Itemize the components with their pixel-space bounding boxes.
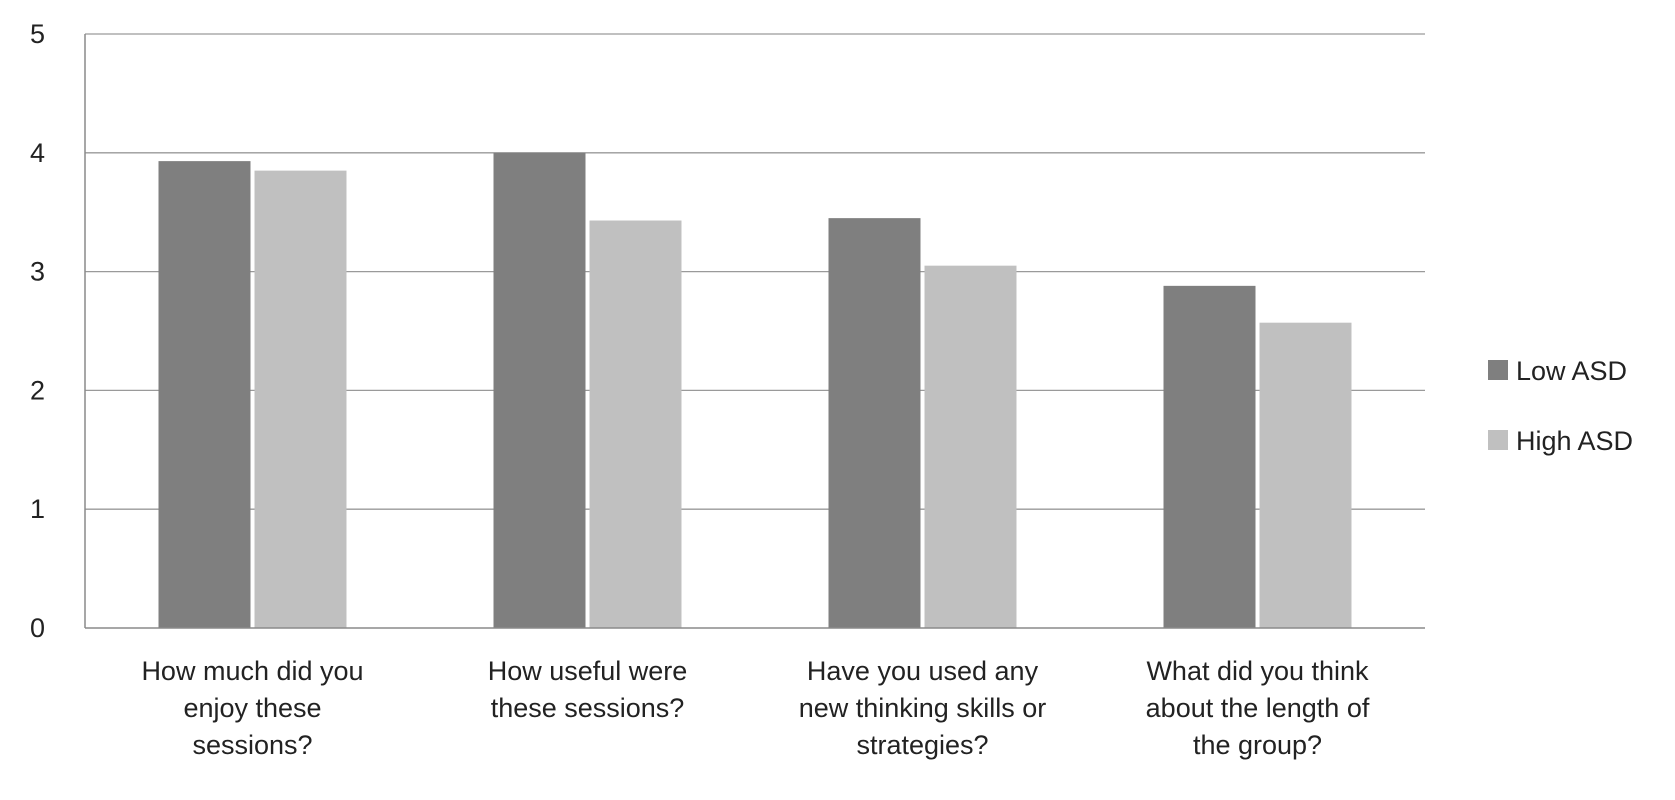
bar-low-asd-1 <box>158 161 251 628</box>
bar-high-asd-2 <box>589 220 682 629</box>
category-labels: How much did you enjoy these sessions?How … <box>141 656 1369 760</box>
category-label-4: What did you think about the length of the… <box>1146 656 1370 760</box>
category-label-line: Have you used any <box>807 656 1039 686</box>
y-tick-label-4: 4 <box>30 138 45 168</box>
bar-low-asd-3 <box>828 218 921 628</box>
bar-high-asd-3 <box>924 265 1017 628</box>
bar-low-asd-4 <box>1163 285 1256 628</box>
bar-high-asd-1 <box>254 170 347 628</box>
legend-swatch-high-asd <box>1488 430 1508 450</box>
category-label-2: How useful were these sessions? <box>488 656 688 723</box>
legend-swatch-low-asd <box>1488 360 1508 380</box>
y-tick-label-2: 2 <box>30 375 45 405</box>
category-label-line: enjoy these <box>183 693 321 723</box>
category-label-line: How useful were <box>488 656 688 686</box>
category-label-line: about the length of <box>1146 693 1370 723</box>
axes <box>84 34 1425 629</box>
legend: Low ASD High ASD <box>1488 356 1633 456</box>
category-label-1: How much did you enjoy these sessions? <box>141 656 363 760</box>
y-tick-label-5: 5 <box>30 19 45 49</box>
legend-label-low-asd: Low ASD <box>1516 356 1627 386</box>
bar-high-asd-4 <box>1259 322 1352 628</box>
category-label-line: the group? <box>1193 730 1322 760</box>
category-label-line: sessions? <box>192 730 312 760</box>
bar-low-asd-2 <box>493 152 586 629</box>
category-label-line: these sessions? <box>491 693 685 723</box>
legend-label-high-asd: High ASD <box>1516 426 1633 456</box>
bars <box>158 152 1352 629</box>
y-tick-label-0: 0 <box>30 613 45 643</box>
category-label-line: new thinking skills or <box>799 693 1047 723</box>
y-tick-label-3: 3 <box>30 257 45 287</box>
y-tick-label-1: 1 <box>30 494 45 524</box>
category-label-line: What did you think <box>1146 656 1369 686</box>
category-label-line: strategies? <box>856 730 988 760</box>
y-tick-labels: 0 1 2 3 4 5 <box>30 19 45 643</box>
category-label-3: Have you used any new thinking skills or s… <box>799 656 1047 760</box>
category-label-line: How much did you <box>141 656 363 686</box>
